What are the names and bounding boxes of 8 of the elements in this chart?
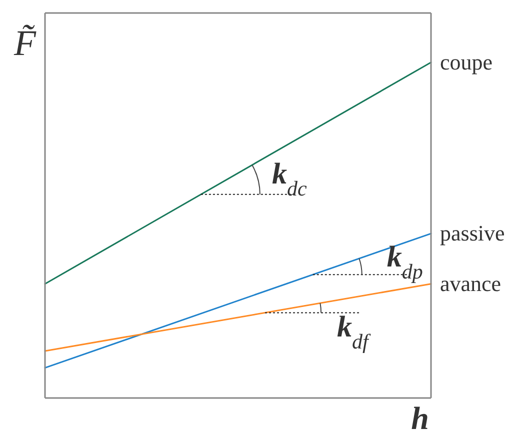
series-label: passive (440, 220, 505, 246)
annotation: k$_{dc}$ (272, 157, 308, 200)
series-label: coupe (440, 49, 493, 74)
x-axis-title: h (411, 400, 429, 432)
y-axis-title: F̃ (13, 23, 37, 63)
annotation: k$_{df}$ (337, 310, 372, 354)
annotation: k$_{dp}$ (386, 240, 423, 284)
series-label: avance (440, 270, 502, 296)
